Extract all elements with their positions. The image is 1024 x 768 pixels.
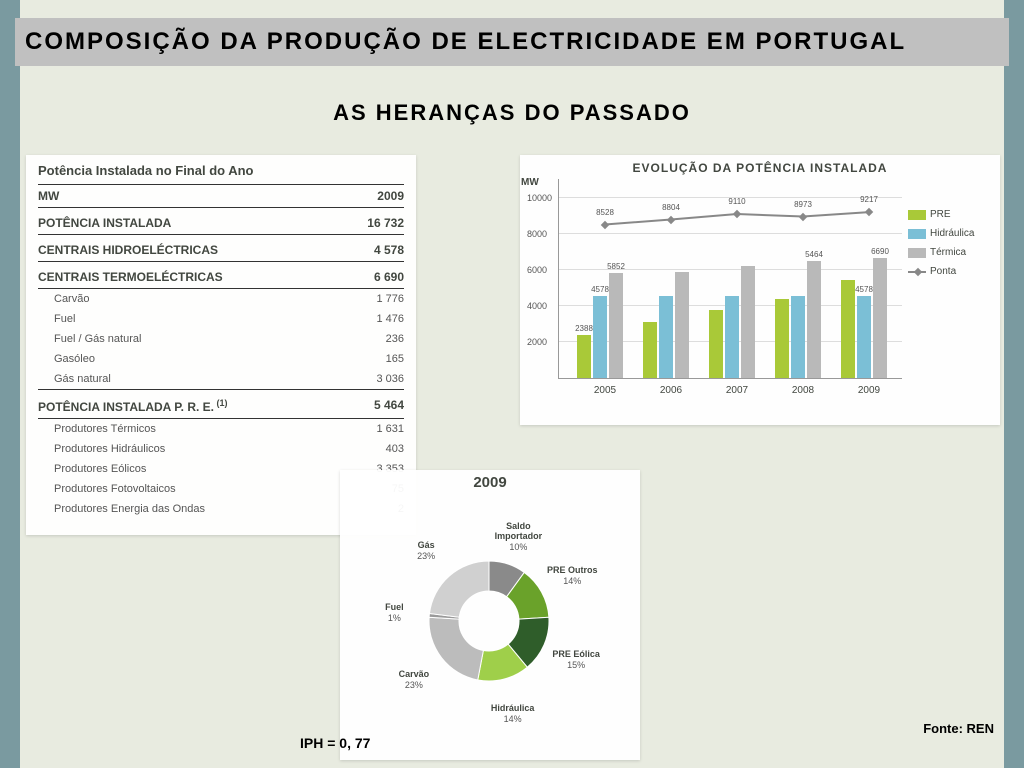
legend-item: PRE bbox=[908, 209, 992, 220]
table-row: CENTRAIS HIDROELÉCTRICAS4 578 bbox=[38, 235, 404, 262]
table-row: Fuel1 476 bbox=[38, 309, 404, 329]
legend-item: Hidráulica bbox=[908, 228, 992, 239]
table-row: Produtores Térmicos1 631 bbox=[38, 419, 404, 439]
table-title: Potência Instalada no Final do Ano bbox=[38, 163, 404, 178]
donut-year: 2009 bbox=[344, 474, 636, 491]
bar-chart-title: EVOLUÇÃO DA POTÊNCIA INSTALADA bbox=[528, 161, 992, 175]
page-title: COMPOSIÇÃO DA PRODUÇÃO DE ELECTRICIDADE … bbox=[25, 28, 906, 56]
table-row: Gás natural3 036 bbox=[38, 369, 404, 389]
legend-item: Térmica bbox=[908, 247, 992, 258]
table-row: POTÊNCIA INSTALADA16 732 bbox=[38, 208, 404, 235]
iph-note: IPH = 0, 77 bbox=[300, 735, 370, 751]
source-label: Fonte: REN bbox=[923, 721, 994, 736]
table-header: MW 2009 bbox=[38, 184, 404, 208]
table-row: POTÊNCIA INSTALADA P. R. E. (1)5 464 bbox=[38, 389, 404, 419]
unit-label: MW bbox=[38, 189, 59, 203]
year-label: 2009 bbox=[377, 189, 404, 203]
legend-item: Ponta bbox=[908, 266, 992, 277]
donut-chart-2009: 2009 Saldo Importador10%PRE Outros14%PRE… bbox=[340, 470, 640, 760]
subtitle: AS HERANÇAS DO PASSADO bbox=[0, 100, 1024, 126]
table-row: Gasóleo165 bbox=[38, 349, 404, 369]
title-bar: COMPOSIÇÃO DA PRODUÇÃO DE ELECTRICIDADE … bbox=[15, 18, 1009, 66]
donut-label: Hidráulica14% bbox=[483, 703, 543, 725]
table-row: Produtores Hidráulicos403 bbox=[38, 439, 404, 459]
chart-plot-area: MW 2000400060008000100002388457858522005… bbox=[558, 179, 902, 379]
evolution-bar-chart: EVOLUÇÃO DA POTÊNCIA INSTALADA MW 200040… bbox=[520, 155, 1000, 425]
donut-plot: Saldo Importador10%PRE Outros14%PRE Eóli… bbox=[344, 491, 634, 751]
table-row: Carvão1 776 bbox=[38, 289, 404, 309]
table-row: CENTRAIS TERMOELÉCTRICAS6 690 bbox=[38, 262, 404, 289]
table-row: Fuel / Gás natural236 bbox=[38, 329, 404, 349]
y-axis-label: MW bbox=[521, 177, 539, 188]
